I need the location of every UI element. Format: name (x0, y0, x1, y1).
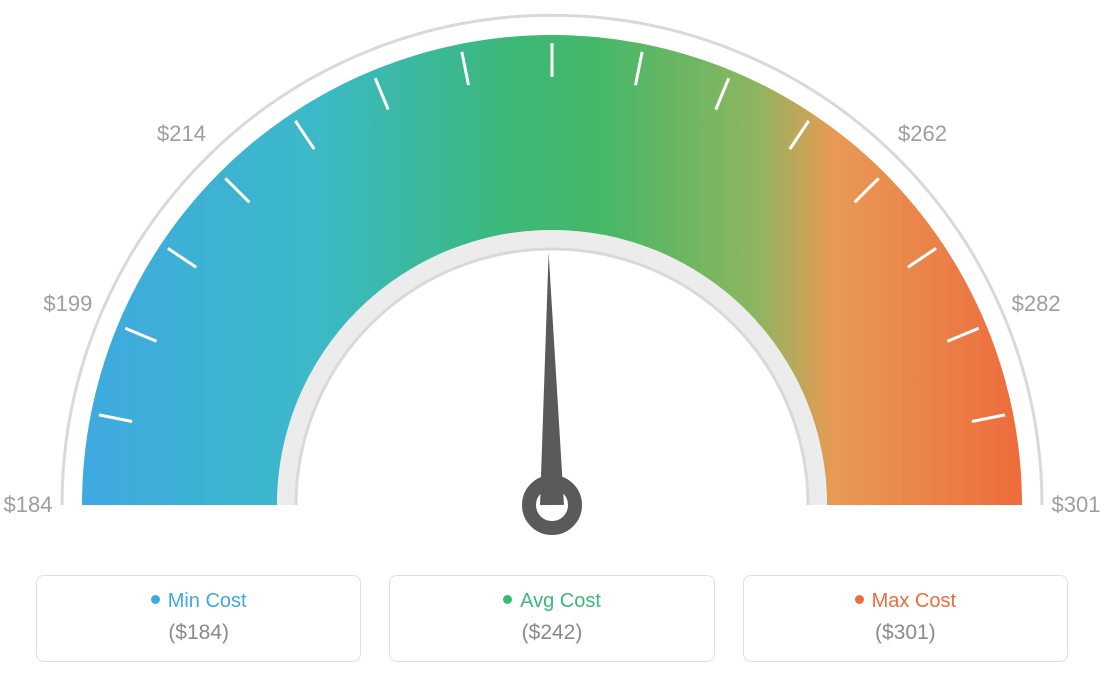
gauge-tick-label: $282 (1012, 291, 1061, 317)
avg-cost-card: Avg Cost ($242) (389, 575, 714, 662)
max-cost-value: ($301) (754, 621, 1057, 645)
gauge-tick-label: $199 (43, 291, 92, 317)
max-cost-title: Max Cost (754, 590, 1057, 613)
gauge-tick-label: $214 (157, 121, 206, 147)
min-cost-label: Min Cost (168, 590, 247, 612)
avg-dot-icon (503, 595, 512, 604)
avg-cost-title: Avg Cost (400, 590, 703, 613)
avg-cost-label: Avg Cost (520, 590, 601, 612)
gauge-tick-label: $262 (898, 121, 947, 147)
avg-cost-value: ($242) (400, 621, 703, 645)
min-dot-icon (151, 595, 160, 604)
gauge-tick-label: $184 (4, 492, 53, 518)
gauge-svg (0, 0, 1104, 560)
cost-cards: Min Cost ($184) Avg Cost ($242) Max Cost… (36, 575, 1068, 662)
min-cost-card: Min Cost ($184) (36, 575, 361, 662)
gauge-tick-label: $301 (1052, 492, 1101, 518)
max-cost-card: Max Cost ($301) (743, 575, 1068, 662)
max-cost-label: Max Cost (872, 590, 956, 612)
gauge-area: $184$199$214$242$262$282$301 (0, 0, 1104, 560)
min-cost-title: Min Cost (47, 590, 350, 613)
gauge-cost-chart: $184$199$214$242$262$282$301 Min Cost ($… (0, 0, 1104, 690)
min-cost-value: ($184) (47, 621, 350, 645)
max-dot-icon (855, 595, 864, 604)
